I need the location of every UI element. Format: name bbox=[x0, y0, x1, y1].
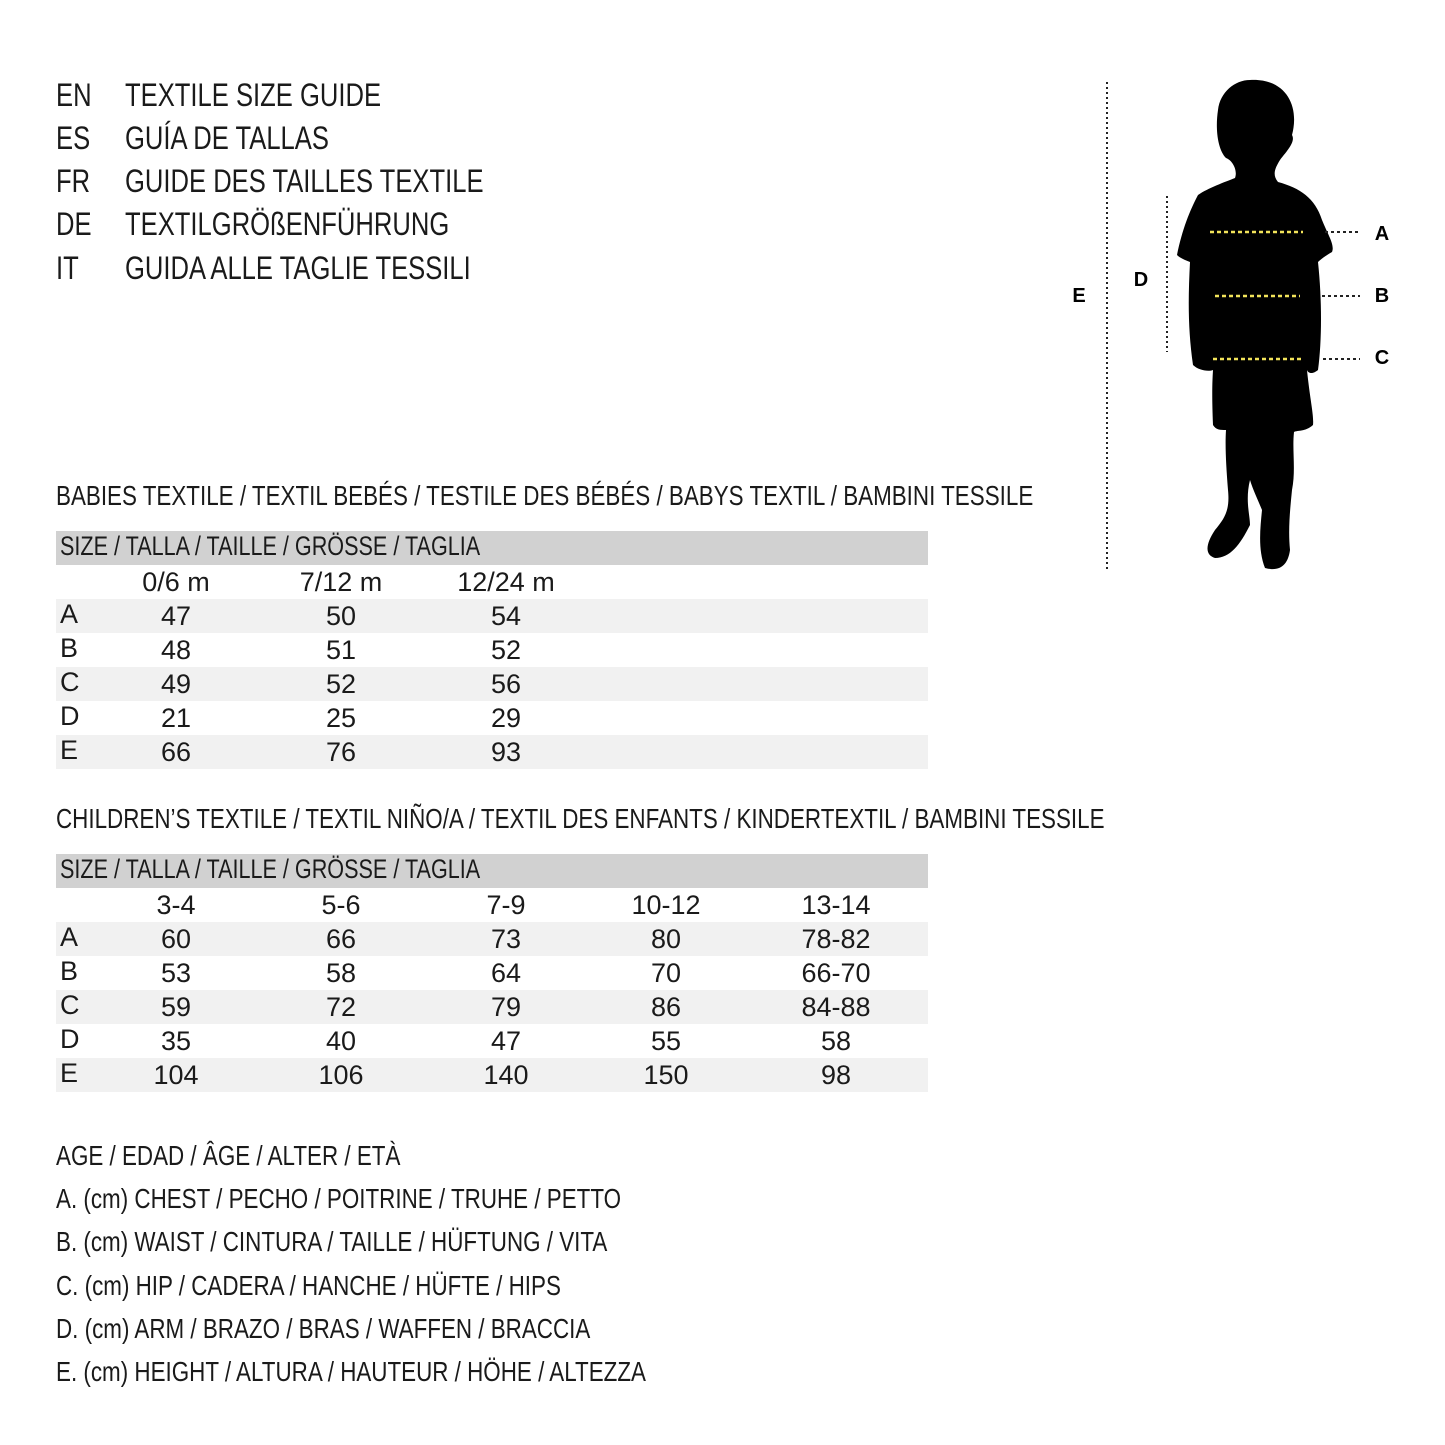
table-row: B 48 51 52 bbox=[60, 633, 522, 665]
lang-code: IT bbox=[56, 250, 79, 286]
table-row: E 104 106 140 150 98 bbox=[56, 1058, 928, 1092]
children-size-table: SIZE / TALLA / TAILLE / GRÖSSE / TAGLIA … bbox=[56, 854, 928, 1092]
legend-item: E. (cm) HEIGHT / ALTURA / HAUTEUR / HÖHE… bbox=[56, 1356, 646, 1387]
title-text: GUIDE DES TAILLES TEXTILE bbox=[125, 163, 484, 199]
lang-code: DE bbox=[56, 206, 92, 242]
legend-item: A. (cm) CHEST / PECHO / POITRINE / TRUHE… bbox=[56, 1183, 622, 1214]
table-header: SIZE / TALLA / TAILLE / GRÖSSE / TAGLIA bbox=[56, 854, 928, 888]
label-b: B bbox=[1375, 285, 1389, 307]
table-row: E 66 76 93 bbox=[56, 735, 928, 769]
label-d: D bbox=[1134, 269, 1148, 291]
table-row: B 53 58 64 70 66-70 bbox=[60, 956, 871, 988]
column-headers: 0/6 m 7/12 m 12/24 m bbox=[142, 567, 555, 597]
table-header: SIZE / TALLA / TAILLE / GRÖSSE / TAGLIA bbox=[56, 531, 928, 565]
lang-code: EN bbox=[56, 77, 92, 113]
child-silhouette-diagram: A B C D E bbox=[1072, 79, 1389, 570]
title-text: GUÍA DE TALLAS bbox=[125, 120, 329, 156]
legend-item: B. (cm) WAIST / CINTURA / TAILLE / HÜFTU… bbox=[56, 1226, 608, 1257]
table-row: C 49 52 56 bbox=[56, 667, 928, 701]
column-headers: 3-4 5-6 7-9 10-12 13-14 bbox=[156, 890, 871, 920]
title-text: TEXTILGRÖßENFÜHRUNG bbox=[125, 206, 450, 242]
lang-code: ES bbox=[56, 120, 91, 156]
label-e: E bbox=[1072, 285, 1085, 307]
table-row: D 35 40 47 55 58 bbox=[60, 1024, 852, 1056]
table-row: D 21 25 29 bbox=[60, 701, 522, 733]
legend-item: D. (cm) ARM / BRAZO / BRAS / WAFFEN / BR… bbox=[56, 1313, 591, 1344]
lang-code: FR bbox=[56, 163, 91, 199]
children-section-title: CHILDREN’S TEXTILE / TEXTIL NIÑO/A / TEX… bbox=[56, 803, 1105, 834]
table-row: C 59 72 79 86 84-88 bbox=[56, 990, 928, 1024]
babies-size-table: SIZE / TALLA / TAILLE / GRÖSSE / TAGLIA … bbox=[56, 531, 928, 769]
title-text: GUIDA ALLE TAGLIE TESSILI bbox=[125, 250, 471, 286]
label-c: C bbox=[1375, 347, 1389, 369]
legend-item: AGE / EDAD / ÂGE / ALTER / ETÀ bbox=[56, 1140, 401, 1171]
table-row: A 47 50 54 bbox=[56, 599, 928, 633]
label-a: A bbox=[1375, 223, 1389, 245]
babies-section-title: BABIES TEXTILE / TEXTIL BEBÉS / TESTILE … bbox=[56, 480, 1034, 511]
title-text: TEXTILE SIZE GUIDE bbox=[125, 77, 382, 113]
child-silhouette-icon bbox=[1177, 79, 1333, 570]
table-row: A 60 66 73 80 78-82 bbox=[56, 922, 928, 956]
legend-item: C. (cm) HIP / CADERA / HANCHE / HÜFTE / … bbox=[56, 1270, 561, 1301]
